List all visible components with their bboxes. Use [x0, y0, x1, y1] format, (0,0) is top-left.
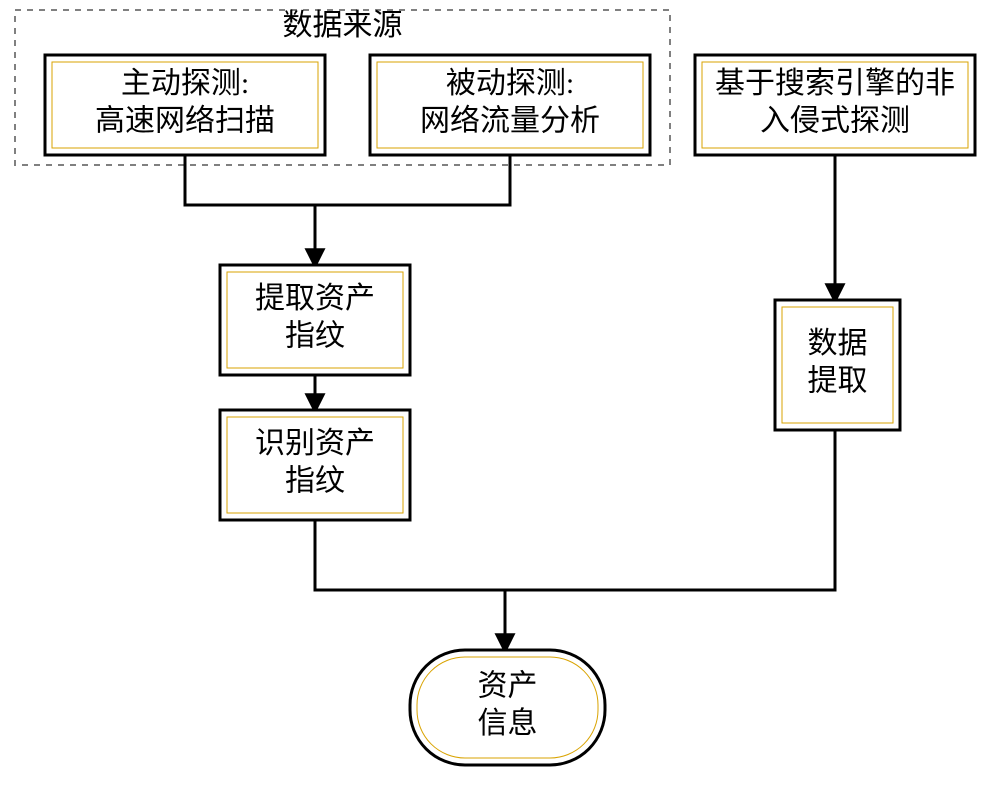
node-identify-line0: 识别资产 [255, 427, 375, 460]
edge-5 [505, 430, 835, 590]
node-dataext-line1: 提取 [808, 365, 868, 398]
node-asset-line1: 信息 [478, 707, 538, 740]
node-passive-line1: 网络流量分析 [420, 105, 600, 138]
edge-0 [185, 155, 510, 205]
node-extract-line1: 指纹 [285, 320, 345, 353]
node-asset: 资产信息 [410, 650, 605, 765]
node-asset-line0: 资产 [478, 670, 538, 703]
node-identify: 识别资产指纹 [220, 410, 410, 520]
node-extract: 提取资产指纹 [220, 265, 410, 375]
node-active-line1: 高速网络扫描 [95, 105, 275, 138]
node-dataext: 数据提取 [775, 300, 900, 430]
node-passive-line0: 被动探测: [446, 67, 574, 100]
node-active-line0: 主动探测: [121, 67, 249, 100]
node-search-line1: 入侵式探测 [760, 105, 910, 138]
node-extract-line0: 提取资产 [255, 282, 375, 315]
group-title: 数据来源 [283, 9, 403, 42]
node-identify-line1: 指纹 [285, 465, 345, 498]
node-dataext-line0: 数据 [808, 327, 868, 360]
node-passive: 被动探测: 网络流量分析 [370, 55, 650, 155]
node-active: 主动探测: 高速网络扫描 [45, 55, 325, 155]
edge-4 [315, 520, 505, 650]
node-search: 基于搜索引擎的非入侵式探测 [695, 55, 975, 155]
node-search-line0: 基于搜索引擎的非 [715, 67, 955, 100]
